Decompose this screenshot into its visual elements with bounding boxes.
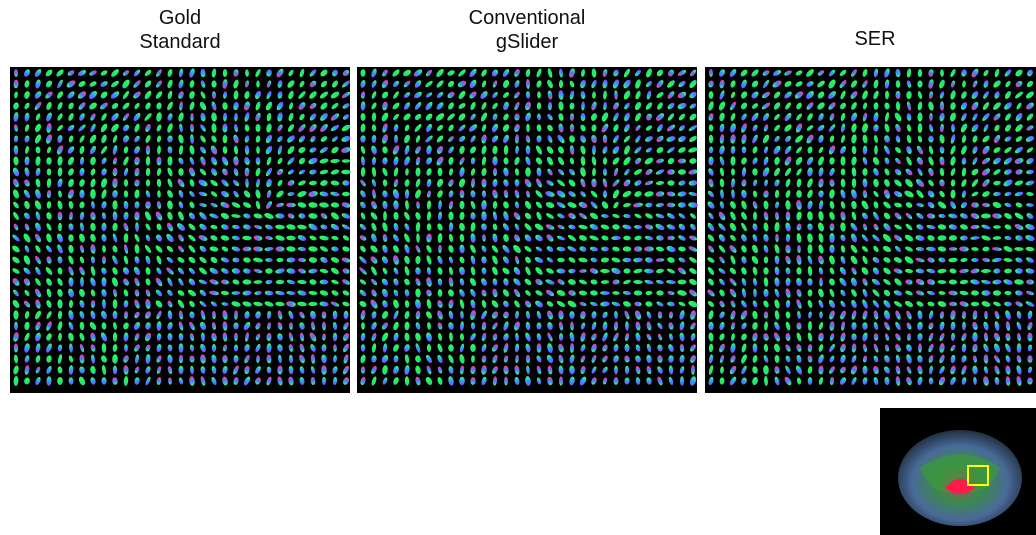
fod-glyph bbox=[896, 91, 901, 99]
fod-glyph bbox=[146, 179, 150, 186]
fod-glyph bbox=[981, 214, 991, 219]
fod-glyph bbox=[113, 332, 117, 341]
figure: GoldStandard ConventionalgSlider SER bbox=[0, 0, 1036, 535]
panel-title: Standard bbox=[139, 31, 220, 53]
fod-glyph bbox=[493, 168, 497, 176]
fod-glyph bbox=[1015, 268, 1023, 274]
fod-glyph bbox=[537, 322, 542, 329]
fod-glyph bbox=[764, 311, 768, 318]
panel-title: SER bbox=[854, 28, 895, 50]
fod-glyph bbox=[786, 211, 791, 221]
panel-title: Gold bbox=[159, 7, 201, 29]
fod-glyph bbox=[47, 169, 52, 176]
fod-glyph bbox=[427, 223, 431, 231]
fod-glyph bbox=[333, 333, 337, 342]
fod-glyph bbox=[678, 280, 687, 285]
fod-glyph bbox=[341, 170, 351, 175]
fod-glyph bbox=[525, 167, 531, 177]
fod-glyph bbox=[537, 91, 541, 98]
fod-glyph bbox=[708, 322, 713, 331]
fod-glyph bbox=[559, 376, 563, 385]
fod-glyph bbox=[841, 169, 846, 176]
fod-glyph bbox=[753, 212, 757, 221]
fod-glyph bbox=[603, 190, 607, 198]
fod-glyph bbox=[276, 246, 285, 251]
inset bbox=[880, 408, 1036, 535]
panel bbox=[10, 67, 351, 393]
fod-glyph bbox=[1027, 355, 1032, 362]
fod-glyph bbox=[680, 376, 684, 385]
fod-glyph bbox=[102, 256, 106, 264]
fod-glyph bbox=[852, 178, 856, 188]
fod-glyph bbox=[742, 147, 747, 154]
panel-title: Conventional bbox=[469, 7, 586, 29]
fod-glyph bbox=[124, 179, 128, 186]
fod-glyph bbox=[256, 124, 261, 132]
fod-glyph bbox=[90, 189, 96, 199]
fod-glyph bbox=[448, 212, 453, 221]
fod-glyph bbox=[157, 157, 162, 166]
fod-glyph bbox=[764, 257, 768, 264]
fod-glyph bbox=[46, 157, 51, 164]
fod-glyph bbox=[949, 247, 957, 251]
fod-glyph bbox=[179, 366, 184, 374]
fod-glyph bbox=[537, 343, 542, 353]
fod-glyph bbox=[256, 80, 260, 87]
fod-glyph bbox=[233, 323, 238, 330]
panel bbox=[357, 67, 699, 393]
fod-glyph bbox=[504, 377, 508, 386]
fod-glyph bbox=[383, 211, 387, 221]
fod-glyph bbox=[286, 203, 296, 208]
panel-title: gSlider bbox=[496, 31, 559, 53]
panel bbox=[705, 67, 1036, 393]
